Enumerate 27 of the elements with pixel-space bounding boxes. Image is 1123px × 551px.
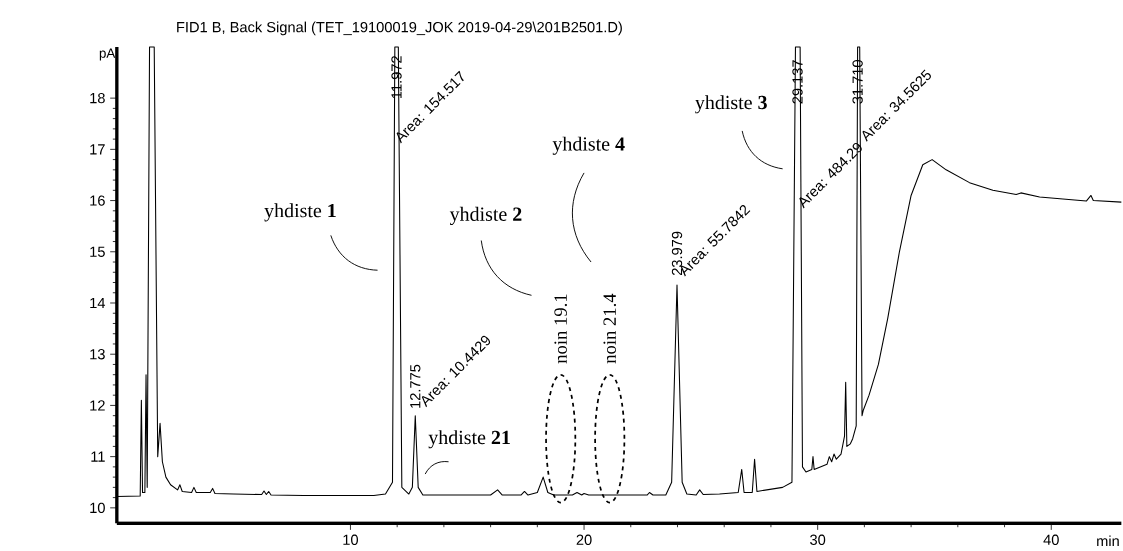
y-tick-label: 12 xyxy=(90,400,105,411)
annotation: 11.972 xyxy=(391,56,402,98)
annotation: yhdiste 2 xyxy=(449,206,522,225)
y-tick-label: 13 xyxy=(90,348,105,360)
annotation: yhdiste 21 xyxy=(428,430,510,449)
y-tick-label: 14 xyxy=(90,297,106,308)
y-axis-title: pA xyxy=(99,48,116,61)
y-tick-label: 17 xyxy=(90,144,105,155)
x-tick-label: 20 xyxy=(576,534,592,545)
y-tick-label: 15 xyxy=(90,246,105,257)
chart-title: FID1 B, Back Signal (TET_19100019_JOK 2019-04-29\201B2501.D) xyxy=(177,21,622,36)
annotation: noin 21.4 xyxy=(603,293,617,364)
annotation: yhdiste 1 xyxy=(264,203,336,222)
x-tick-label: 10 xyxy=(343,534,358,545)
annotation: yhdiste 3 xyxy=(695,95,767,114)
y-tick-label: 11 xyxy=(91,451,105,462)
x-tick-label: 30 xyxy=(810,534,826,545)
y-tick-label: 18 xyxy=(90,92,105,104)
annotation: 12.775 xyxy=(410,364,421,408)
y-tick-label: 10 xyxy=(90,502,105,513)
x-tick-label: 40 xyxy=(1043,534,1059,545)
x-axis-title: min xyxy=(1097,535,1119,547)
y-tick-label: 16 xyxy=(90,195,105,206)
annotation: yhdiste 4 xyxy=(552,136,625,155)
annotation: 29.137 xyxy=(792,60,803,104)
annotation: 31.710 xyxy=(852,59,863,104)
annotation: noin 19.1 xyxy=(554,294,567,364)
